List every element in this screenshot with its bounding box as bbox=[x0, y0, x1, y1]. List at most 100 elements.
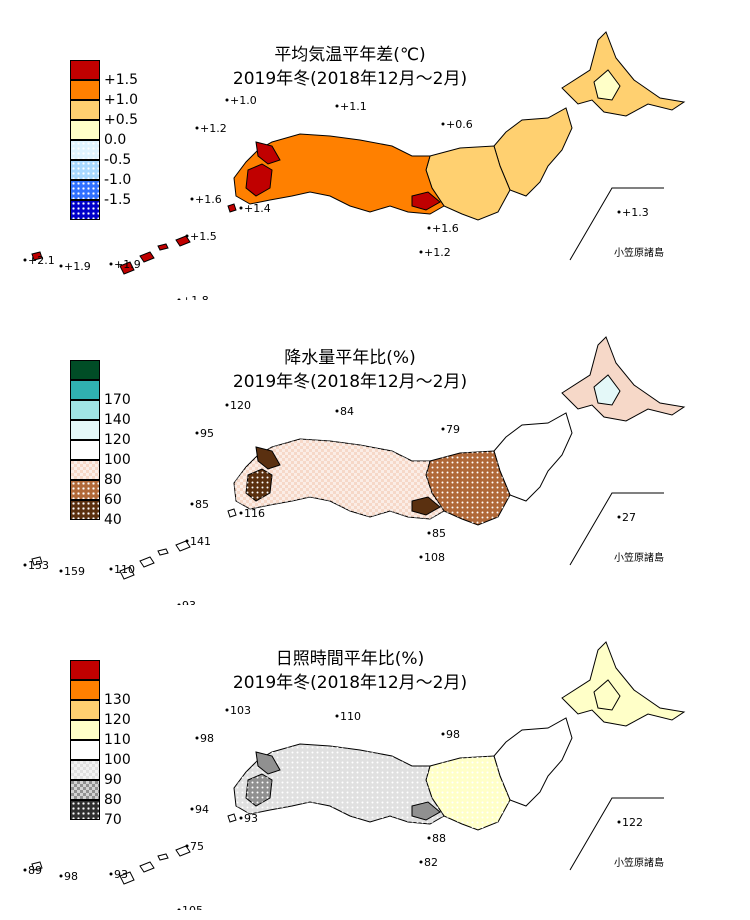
station-label: 110 bbox=[114, 563, 135, 576]
region-hokkaido bbox=[561, 31, 686, 117]
station-label: 84 bbox=[340, 405, 354, 418]
station-label: 141 bbox=[190, 535, 211, 548]
station-dot bbox=[195, 431, 199, 435]
legend-label: -1.5 bbox=[104, 192, 132, 208]
legend-label: 70 bbox=[104, 812, 122, 828]
panel-subtitle: 2019年冬(2018年12月～2月) bbox=[232, 372, 468, 392]
legend-label: +1.0 bbox=[104, 92, 138, 108]
inset-border bbox=[569, 187, 664, 261]
station-label: 98 bbox=[200, 732, 214, 745]
station-dot bbox=[441, 732, 445, 736]
station-label: 103 bbox=[230, 704, 251, 717]
legend-swatch bbox=[70, 420, 100, 440]
station-label: +1.9 bbox=[64, 260, 91, 273]
station-label: 108 bbox=[424, 551, 445, 564]
legend-label: 0.0 bbox=[104, 132, 127, 148]
region-islands bbox=[31, 203, 237, 275]
legend-label: 110 bbox=[104, 732, 131, 748]
region-hokkaido_e bbox=[593, 374, 621, 406]
region-west bbox=[233, 133, 445, 215]
bonin-label: 小笠原諸島 bbox=[614, 246, 664, 259]
station-dot bbox=[190, 502, 194, 506]
region-pattern bbox=[246, 469, 272, 501]
station-label: +1.4 bbox=[244, 202, 271, 215]
station-dot bbox=[617, 820, 621, 824]
bonin-label: 小笠原諸島 bbox=[614, 551, 664, 564]
region-okinawa bbox=[139, 548, 169, 568]
region-hot3 bbox=[255, 141, 281, 165]
bonin-label: 小笠原諸島 bbox=[614, 856, 664, 869]
legend-label: 100 bbox=[104, 452, 131, 468]
region-okinawa bbox=[139, 853, 169, 873]
legend-swatch bbox=[70, 740, 100, 760]
inset-border bbox=[569, 492, 664, 566]
station-label: +2.1 bbox=[28, 254, 55, 267]
panel-title: 平均気温平年差(℃) bbox=[274, 45, 426, 65]
station-dot bbox=[109, 567, 113, 571]
station-label: +1.9 bbox=[114, 258, 141, 271]
legend-swatch bbox=[70, 440, 100, 460]
station-dot bbox=[441, 122, 445, 126]
region-hokkaido_e bbox=[593, 69, 621, 101]
station-dot bbox=[177, 298, 181, 300]
japan-map: +1.0 +1.1 +1.2 +0.6 +1.6 +1.4 +1.5 +2.1 +1.9 +1.9… bbox=[23, 31, 686, 300]
station-dot bbox=[335, 714, 339, 718]
region-hot3 bbox=[255, 446, 281, 470]
station-dot bbox=[335, 104, 339, 108]
legend-swatch bbox=[70, 500, 100, 520]
station-label: 159 bbox=[64, 565, 85, 578]
station-label: 75 bbox=[190, 840, 204, 853]
legend-swatch bbox=[70, 200, 100, 220]
station-label: 122 bbox=[622, 816, 643, 829]
region-islands bbox=[31, 813, 237, 885]
region-hot3 bbox=[255, 751, 281, 775]
region-pattern bbox=[426, 756, 510, 830]
station-dot bbox=[427, 531, 431, 535]
station-dot bbox=[59, 264, 63, 268]
station-dot bbox=[190, 197, 194, 201]
legend-label: 140 bbox=[104, 412, 131, 428]
legend-swatch bbox=[70, 680, 100, 700]
region-pattern bbox=[234, 439, 444, 519]
station-dot bbox=[239, 511, 243, 515]
legend-swatch bbox=[70, 140, 100, 160]
station-dot bbox=[419, 555, 423, 559]
station-dot bbox=[239, 816, 243, 820]
station-dot bbox=[185, 539, 189, 543]
panel-subtitle: 2019年冬(2018年12月～2月) bbox=[232, 673, 468, 693]
station-dot bbox=[419, 250, 423, 254]
station-dot bbox=[109, 872, 113, 876]
station-label: +1.8 bbox=[182, 294, 209, 300]
station-label: 93 bbox=[114, 868, 128, 881]
legend-swatch bbox=[70, 660, 100, 680]
region-hot bbox=[245, 163, 273, 197]
station-dot bbox=[185, 844, 189, 848]
region-okinawa bbox=[139, 243, 169, 263]
inset-border bbox=[569, 797, 664, 871]
station-label: 153 bbox=[28, 559, 49, 572]
legend-label: 120 bbox=[104, 712, 131, 728]
panel-title: 降水量平年比(%) bbox=[284, 348, 416, 368]
panel-subtitle: 2019年冬(2018年12月～2月) bbox=[232, 69, 468, 89]
legend-label: 40 bbox=[104, 512, 122, 528]
station-label: 27 bbox=[622, 511, 636, 524]
station-dot bbox=[617, 210, 621, 214]
station-label: +1.2 bbox=[200, 122, 227, 135]
station-dot bbox=[177, 908, 181, 910]
station-dot bbox=[427, 226, 431, 230]
station-dot bbox=[617, 515, 621, 519]
region-hot2 bbox=[411, 191, 441, 211]
region-pattern bbox=[426, 451, 510, 525]
legend-swatch bbox=[70, 180, 100, 200]
station-label: 93 bbox=[244, 812, 258, 825]
legend-label: 120 bbox=[104, 432, 131, 448]
station-label: 85 bbox=[432, 527, 446, 540]
legend-swatch bbox=[70, 60, 100, 80]
station-label: +0.6 bbox=[446, 118, 473, 131]
station-dot bbox=[59, 569, 63, 573]
region-hot2 bbox=[411, 801, 441, 821]
legend-label: 130 bbox=[104, 692, 131, 708]
region-pattern bbox=[234, 744, 444, 824]
region-hot2 bbox=[411, 496, 441, 516]
japan-map: 120 84 95 79 85 116 141 153 159 110 85 108 93 27 小笠原諸島 bbox=[23, 336, 686, 605]
